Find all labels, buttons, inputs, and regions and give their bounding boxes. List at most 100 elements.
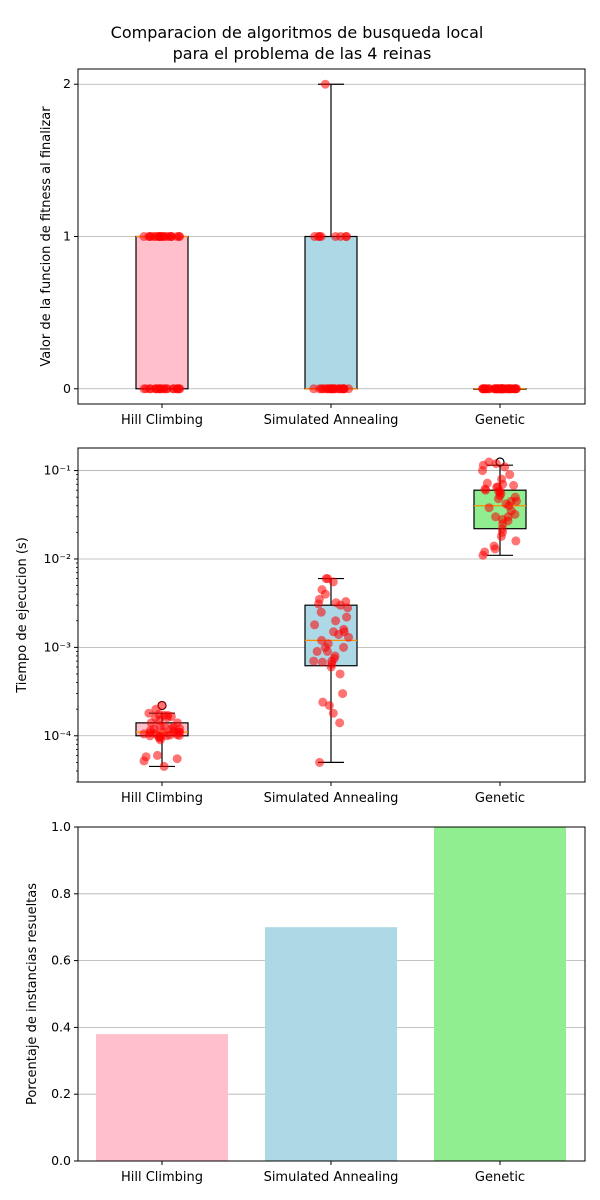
data-point xyxy=(320,79,330,89)
y-tick-label: 10⁻¹ xyxy=(43,463,71,478)
data-point xyxy=(480,547,490,557)
data-point xyxy=(146,718,156,728)
bar-1 xyxy=(265,927,397,1161)
data-point xyxy=(159,761,169,771)
y-tick-label: 10⁻³ xyxy=(43,639,71,654)
data-point xyxy=(506,496,516,506)
x-tick-label: Simulated Annealing xyxy=(264,791,399,806)
data-point xyxy=(329,627,339,637)
data-point xyxy=(314,232,324,241)
data-point xyxy=(317,384,327,394)
data-point xyxy=(323,639,333,649)
data-point xyxy=(318,697,328,707)
y-axis-label: Porcentaje de instancias resueltas xyxy=(25,883,40,1105)
y-tick-label: 1 xyxy=(63,229,71,244)
data-point xyxy=(310,620,320,630)
y-tick-label: 0.8 xyxy=(51,886,71,901)
chart-title-line2: para el problema de las 4 reinas xyxy=(173,44,432,63)
data-point xyxy=(331,598,341,608)
data-point xyxy=(156,232,166,241)
y-tick-label: 0.6 xyxy=(51,953,71,968)
data-point xyxy=(151,384,161,394)
data-point xyxy=(167,724,177,734)
chart-panel-3: 0.0 0.2 0.4 0.6 0.8 1.0 Hill Climbing Simulated… xyxy=(25,819,586,1185)
data-point xyxy=(172,718,182,728)
data-point xyxy=(328,708,338,718)
data-point xyxy=(491,459,501,469)
data-point xyxy=(491,512,501,522)
data-point xyxy=(342,612,352,622)
data-point xyxy=(314,594,324,604)
x-tick-label: Simulated Annealing xyxy=(264,413,399,428)
y-axis-label: Tiempo de ejecucion (s) xyxy=(15,537,30,694)
data-point xyxy=(335,669,345,679)
x-tick-label: Hill Climbing xyxy=(121,791,203,806)
data-point xyxy=(497,474,507,484)
chart-title-line1: Comparacion de algoritmos de busqueda lo… xyxy=(111,23,484,42)
box-0 xyxy=(135,235,189,390)
data-point xyxy=(338,689,348,699)
y-tick-label: 10⁻² xyxy=(43,551,71,566)
chart-panel-2: 10⁻⁴ 10⁻³ 10⁻² 10⁻¹ Hill Climbing Simulated A… xyxy=(15,447,586,806)
bar-0 xyxy=(96,1034,228,1161)
data-point xyxy=(503,516,513,526)
data-point xyxy=(484,384,494,394)
x-tick-label: Hill Climbing xyxy=(121,413,203,428)
data-point xyxy=(339,624,349,634)
y-tick-label: 0.0 xyxy=(51,1153,71,1168)
data-point xyxy=(335,718,345,728)
data-point xyxy=(172,730,182,740)
y-tick-label: 0.4 xyxy=(51,1019,71,1034)
data-point xyxy=(144,708,154,718)
data-point xyxy=(493,482,503,492)
x-tick-label: Genetic xyxy=(475,1170,525,1185)
data-point xyxy=(317,585,327,595)
data-point xyxy=(323,384,333,394)
data-point xyxy=(315,757,325,767)
data-point xyxy=(141,752,151,762)
y-tick-label: 0.2 xyxy=(51,1086,71,1101)
data-point xyxy=(484,503,494,513)
y-tick-label: 1.0 xyxy=(51,819,71,834)
x-tick-label: Simulated Annealing xyxy=(264,1170,399,1185)
data-point xyxy=(157,701,167,711)
data-point xyxy=(316,607,326,617)
y-tick-label: 2 xyxy=(63,76,71,91)
bar-2 xyxy=(434,827,566,1161)
data-point xyxy=(339,642,349,652)
data-point xyxy=(167,232,177,241)
data-point xyxy=(489,541,499,551)
y-tick-label: 0 xyxy=(63,381,71,396)
box-1 xyxy=(304,235,358,390)
data-point xyxy=(312,646,322,656)
data-point xyxy=(317,635,327,645)
data-point xyxy=(172,384,182,394)
data-point xyxy=(505,470,515,480)
data-point xyxy=(162,384,172,394)
data-point xyxy=(146,232,156,241)
chart-panel-1: 0 1 2 Hill Climbing Simulated Annealing Genet… xyxy=(39,68,586,428)
data-point xyxy=(309,384,319,394)
data-point xyxy=(331,616,341,626)
x-tick-label: Genetic xyxy=(475,791,525,806)
data-point xyxy=(511,536,521,546)
x-tick-label: Hill Climbing xyxy=(121,1170,203,1185)
y-axis-label: Valor de la funcion de fitness al finali… xyxy=(39,106,54,367)
data-point xyxy=(330,651,340,661)
data-point xyxy=(163,710,173,720)
data-point xyxy=(493,384,503,394)
data-point xyxy=(482,478,492,488)
data-point xyxy=(160,721,170,731)
data-point xyxy=(509,480,519,490)
data-point xyxy=(152,750,162,760)
data-point xyxy=(500,462,510,472)
data-point xyxy=(317,657,327,667)
data-point xyxy=(343,603,353,613)
data-point xyxy=(172,754,182,764)
data-point xyxy=(156,732,166,742)
x-tick-label: Genetic xyxy=(475,413,525,428)
data-point xyxy=(309,656,319,666)
y-tick-label: 10⁻⁴ xyxy=(43,728,71,743)
data-point xyxy=(341,232,351,241)
